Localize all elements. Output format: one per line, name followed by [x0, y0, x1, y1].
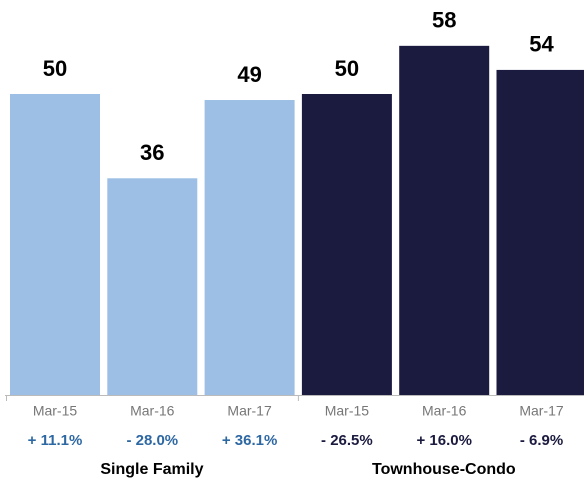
x-tick-label: Mar-15: [33, 403, 78, 419]
value-label: 49: [237, 62, 261, 87]
group-label: Townhouse-Condo: [372, 461, 516, 478]
x-tick-label: Mar-17: [227, 403, 272, 419]
x-tick-label: Mar-17: [519, 403, 564, 419]
value-label: 54: [529, 32, 554, 57]
bar: [399, 45, 490, 396]
value-label: 50: [335, 56, 359, 81]
x-tick-label: Mar-15: [325, 403, 370, 419]
value-label: 36: [140, 140, 164, 165]
x-tick-label: Mar-16: [130, 403, 175, 419]
bar: [10, 94, 100, 395]
bar: [496, 69, 584, 396]
bar: [204, 100, 295, 396]
change-label: - 28.0%: [126, 432, 178, 449]
bar: [301, 94, 392, 395]
x-tick-label: Mar-16: [422, 403, 467, 419]
change-label: + 11.1%: [28, 432, 83, 449]
change-label: - 26.5%: [321, 432, 373, 449]
value-label: 58: [432, 8, 456, 33]
change-label: + 16.0%: [416, 432, 471, 449]
change-label: + 36.1%: [222, 432, 277, 449]
value-label: 50: [43, 56, 67, 81]
bar: [107, 178, 198, 395]
group-label: Single Family: [100, 461, 203, 478]
change-label: - 6.9%: [520, 432, 563, 449]
